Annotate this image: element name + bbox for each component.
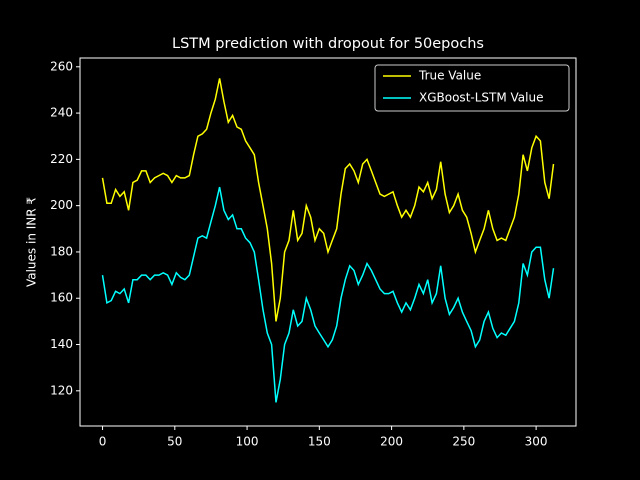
x-tick-label: 250 [452, 435, 475, 449]
x-tick-label: 150 [308, 435, 331, 449]
y-tick-label: 240 [50, 106, 73, 120]
y-tick-label: 200 [50, 198, 73, 212]
y-tick-label: 220 [50, 152, 73, 166]
y-tick-label: 160 [50, 291, 73, 305]
y-tick-label: 180 [50, 244, 73, 258]
legend-label: True Value [418, 69, 481, 83]
chart-title: LSTM prediction with dropout for 50epoch… [172, 36, 484, 52]
y-tick-label: 120 [50, 383, 73, 397]
y-tick-label: 140 [50, 337, 73, 351]
x-tick-label: 0 [99, 435, 107, 449]
legend-box [374, 64, 570, 112]
y-axis-label: Values in INR ₹ [25, 197, 39, 287]
y-tick-label: 260 [50, 59, 73, 73]
legend-label: XGBoost-LSTM Value [419, 91, 543, 105]
series-line [101, 78, 555, 322]
series-line [101, 186, 555, 403]
x-tick-label: 300 [525, 435, 548, 449]
x-tick-label: 100 [236, 435, 259, 449]
plot-frame [79, 57, 577, 427]
x-tick-label: 50 [167, 435, 182, 449]
x-tick-label: 200 [380, 435, 403, 449]
